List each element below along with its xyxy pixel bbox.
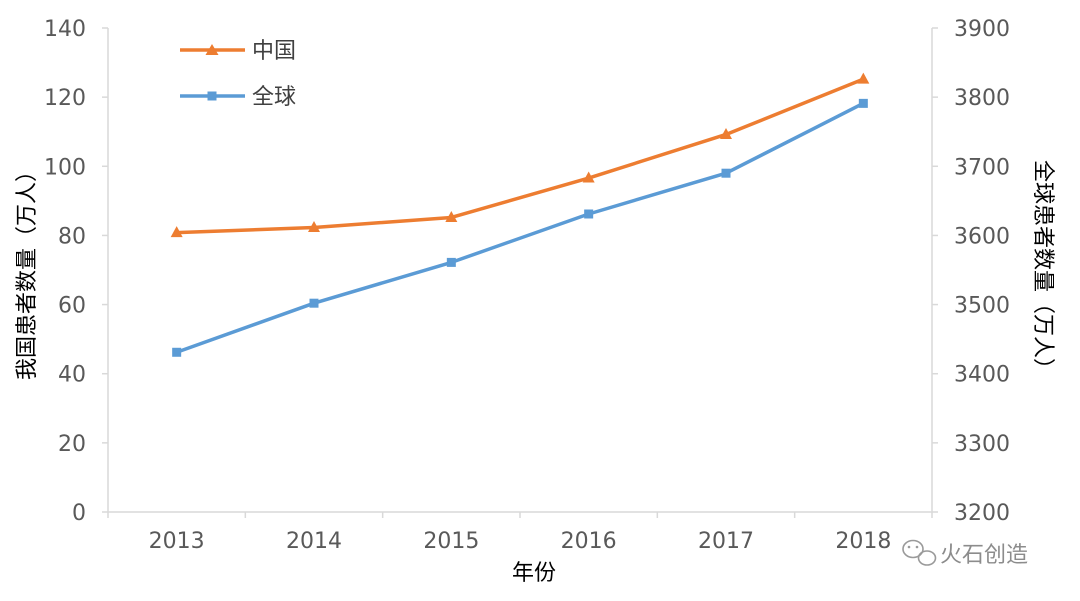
right-tick-label: 3200	[954, 501, 1010, 526]
watermark: 火石创造	[902, 539, 1028, 568]
x-tick-label: 2013	[149, 529, 205, 554]
data-point-global	[858, 98, 868, 108]
data-point-china	[445, 210, 458, 222]
data-point-china	[720, 127, 732, 139]
right-tick-label: 3900	[954, 17, 1010, 42]
legend-label-global: 全球	[252, 85, 296, 110]
right-axis-title: 全球患者数量（万人）	[1030, 160, 1055, 380]
left-axis-title: 我国患者数量（万人）	[15, 160, 40, 380]
left-tick-label: 140	[44, 17, 86, 42]
x-axis-ticks: 2013 2014 2015 2016 2017 2018	[107, 512, 933, 554]
legend-item-global: 全球	[180, 85, 296, 110]
legend-marker-china	[205, 44, 219, 55]
data-point-china	[308, 220, 320, 232]
data-point-china	[857, 72, 870, 84]
right-tick-label: 3700	[954, 155, 1010, 180]
left-tick-label: 40	[58, 363, 86, 388]
right-axis-ticks: 3200 3300 3400 3500 3600 3700 3800 3900	[932, 17, 1010, 526]
legend-item-china: 中国	[180, 39, 296, 64]
x-axis-title: 年份	[512, 561, 556, 586]
watermark-text: 火石创造	[940, 543, 1028, 568]
series-line-china	[174, 77, 866, 235]
left-tick-label: 80	[58, 224, 86, 249]
wechat-icon	[902, 539, 937, 566]
right-tick-label: 3600	[954, 224, 1010, 249]
left-tick-label: 120	[44, 86, 86, 111]
left-tick-label: 60	[58, 294, 86, 319]
series-line-global	[174, 101, 866, 355]
x-tick-label: 2015	[423, 529, 479, 554]
data-point-china	[170, 226, 183, 238]
right-tick-label: 3400	[954, 363, 1010, 388]
x-tick-label: 2016	[561, 529, 617, 554]
data-point-global	[309, 298, 319, 308]
legend-marker-global	[207, 91, 217, 101]
data-point-global	[584, 209, 594, 219]
x-tick-label: 2018	[835, 529, 891, 554]
right-tick-label: 3300	[954, 432, 1010, 457]
data-point-global	[172, 347, 182, 357]
left-tick-label: 0	[72, 501, 86, 526]
data-point-china	[582, 171, 595, 183]
left-tick-label: 100	[44, 155, 86, 180]
legend-label-china: 中国	[252, 39, 296, 64]
right-tick-label: 3500	[954, 294, 1010, 319]
x-tick-label: 2017	[698, 529, 754, 554]
left-tick-label: 20	[58, 432, 86, 457]
series-group	[170, 72, 870, 357]
data-point-global	[721, 168, 731, 178]
right-tick-label: 3800	[954, 86, 1010, 111]
legend: 中国 全球	[180, 39, 296, 110]
left-axis-ticks: 0 20 40 60 80 100 120 140	[44, 17, 108, 526]
data-point-global	[446, 257, 456, 267]
x-tick-label: 2014	[286, 529, 342, 554]
